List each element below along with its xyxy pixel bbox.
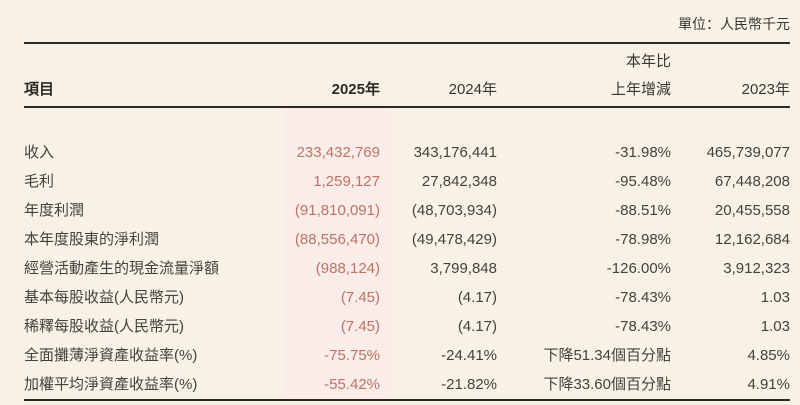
cell-2024: 343,176,441 [413, 144, 497, 161]
table-row: 全面攤薄淨資產收益率(%) -75.75% -24.41% 下降51.34個百分… [24, 341, 790, 370]
row-label: 基本每股收益(人民幣元) [24, 289, 184, 306]
row-label: 加權平均淨資產收益率(%) [24, 376, 198, 393]
table-row: 加權平均淨資產收益率(%) -55.42% -21.82% 下降33.60個百分… [24, 370, 790, 399]
row-label: 全面攤薄淨資產收益率(%) [24, 347, 198, 364]
header-change-column: 本年比 上年增減 [507, 48, 681, 104]
header-2023-column: 2023年 [681, 48, 790, 104]
row-label: 收入 [24, 144, 55, 161]
table-header: 項目 2025年 2024年 本年比 上年增減 2023年 [24, 44, 790, 106]
cell-change: 下降51.34個百分點 [543, 347, 671, 364]
cell-change: -126.00% [606, 260, 671, 277]
cell-change: -78.98% [615, 231, 671, 248]
cell-change: -78.43% [615, 289, 671, 306]
header-change-line2: 上年增減 [610, 81, 671, 98]
cell-2023: 67,448,208 [714, 173, 790, 190]
cell-2023: 1.03 [760, 318, 790, 335]
cell-2023: 20,455,558 [714, 202, 790, 219]
table-rows: 收入 233,432,769 343,176,441 -31.98% 465,7… [24, 138, 790, 399]
unit-note: 單位：人民幣千元 [678, 16, 790, 32]
cell-2025: -55.42% [283, 370, 390, 399]
table-row: 毛利 1,259,127 27,842,348 -95.48% 67,448,2… [24, 167, 790, 196]
header-change-line1: 本年比 [625, 53, 671, 70]
cell-2025: (7.45) [283, 283, 390, 312]
cell-change: -78.43% [615, 318, 671, 335]
cell-2023: 4.85% [747, 347, 790, 364]
row-label: 經營活動產生的現金流量淨額 [24, 260, 220, 277]
cell-2025: (88,556,470) [283, 225, 390, 254]
cell-2025: 233,432,769 [283, 138, 390, 167]
header-2023-label: 2023年 [741, 81, 790, 98]
header-item-column: 項目 [24, 48, 283, 104]
cell-2024: (4.17) [457, 318, 497, 335]
cell-2025: 1,259,127 [283, 167, 390, 196]
row-label: 年度利潤 [24, 202, 85, 219]
cell-2025: (988,124) [283, 254, 390, 283]
row-label: 本年度股東的淨利潤 [24, 231, 160, 248]
table-row: 經營活動產生的現金流量淨額 (988,124) 3,799,848 -126.0… [24, 254, 790, 283]
cell-2023: 4.91% [747, 376, 790, 393]
table-row: 年度利潤 (91,810,091) (48,703,934) -88.51% 2… [24, 196, 790, 225]
cell-2024: 27,842,348 [421, 173, 497, 190]
table-row: 本年度股東的淨利潤 (88,556,470) (49,478,429) -78.… [24, 225, 790, 254]
cell-2024: (48,703,934) [411, 202, 497, 219]
cell-change: -88.51% [615, 202, 671, 219]
cell-change: -95.48% [615, 173, 671, 190]
spacer-row [24, 108, 790, 138]
row-label: 稀釋每股收益(人民幣元) [24, 318, 184, 335]
header-2025-column: 2025年 [283, 48, 390, 104]
header-2024-label: 2024年 [448, 81, 497, 98]
header-rule [24, 106, 790, 108]
header-item-label: 項目 [24, 81, 55, 98]
cell-change: -31.98% [615, 144, 671, 161]
cell-change: 下降33.60個百分點 [543, 376, 671, 393]
bottom-rule [24, 399, 790, 401]
cell-2023: 3,912,323 [723, 260, 790, 277]
cell-2023: 465,739,077 [706, 144, 790, 161]
cell-2024: 3,799,848 [430, 260, 497, 277]
highlight-column-spacer [283, 108, 390, 138]
cell-2025: (91,810,091) [283, 196, 390, 225]
cell-2023: 1.03 [760, 289, 790, 306]
cell-2023: 12,162,684 [714, 231, 790, 248]
header-2024-column: 2024年 [390, 48, 507, 104]
cell-2025: (7.45) [283, 312, 390, 341]
cell-2025: -75.75% [283, 341, 390, 370]
cell-2024: (4.17) [457, 289, 497, 306]
cell-2024: -24.41% [441, 347, 497, 364]
header-2025-label: 2025年 [331, 81, 380, 98]
cell-2024: -21.82% [441, 376, 497, 393]
table-row: 稀釋每股收益(人民幣元) (7.45) (4.17) -78.43% 1.03 [24, 312, 790, 341]
table-row: 基本每股收益(人民幣元) (7.45) (4.17) -78.43% 1.03 [24, 283, 790, 312]
top-rule [24, 42, 790, 44]
table-row: 收入 233,432,769 343,176,441 -31.98% 465,7… [24, 138, 790, 167]
cell-2024: (49,478,429) [411, 231, 497, 248]
row-label: 毛利 [24, 173, 55, 190]
